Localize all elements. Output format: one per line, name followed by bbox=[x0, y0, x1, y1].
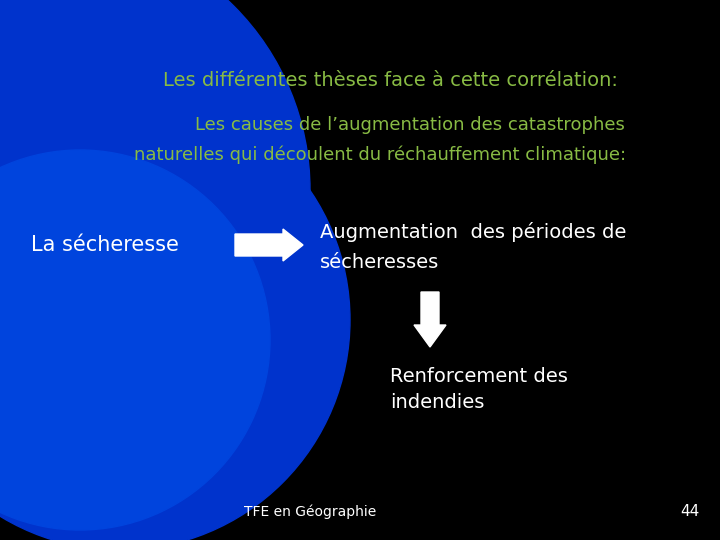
FancyArrow shape bbox=[235, 229, 303, 261]
Text: 44: 44 bbox=[680, 504, 700, 519]
Circle shape bbox=[0, 0, 310, 450]
Text: Les différentes thèses face à cette corrélation:: Les différentes thèses face à cette corr… bbox=[163, 71, 618, 90]
Circle shape bbox=[0, 90, 350, 540]
Text: sécheresses: sécheresses bbox=[320, 253, 439, 272]
Text: naturelles qui découlent du réchauffement climatique:: naturelles qui découlent du réchauffemen… bbox=[134, 146, 626, 164]
Circle shape bbox=[0, 150, 270, 530]
FancyArrow shape bbox=[414, 292, 446, 347]
Text: Augmentation  des périodes de: Augmentation des périodes de bbox=[320, 222, 626, 242]
Text: Renforcement des: Renforcement des bbox=[390, 368, 568, 387]
Text: La sécheresse: La sécheresse bbox=[31, 235, 179, 255]
Text: TFE en Géographie: TFE en Géographie bbox=[244, 505, 376, 519]
Text: Les causes de l’augmentation des catastrophes: Les causes de l’augmentation des catastr… bbox=[195, 116, 625, 134]
Text: indendies: indendies bbox=[390, 394, 485, 413]
